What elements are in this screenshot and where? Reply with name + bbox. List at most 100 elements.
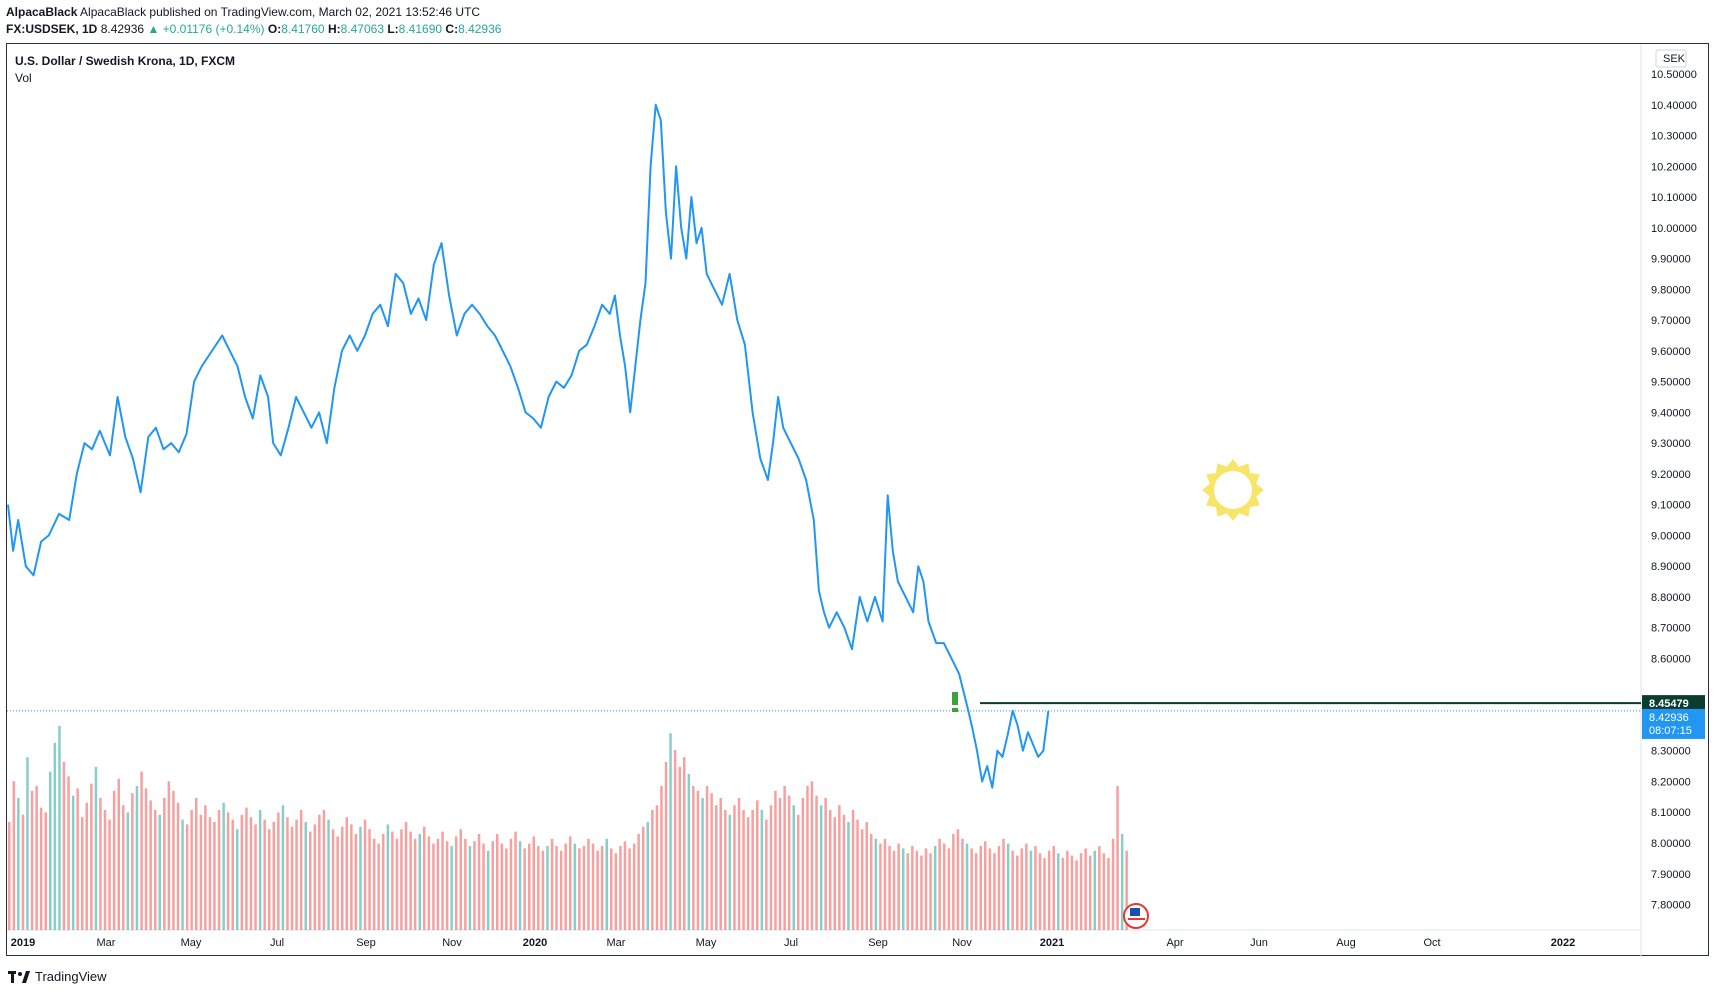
volume-bar: [455, 836, 458, 930]
currency-box: [1655, 49, 1687, 68]
volume-bar: [646, 822, 649, 930]
flag-icon-canton: [1130, 908, 1140, 916]
volume-bar: [21, 814, 25, 930]
volume-bar: [473, 841, 476, 930]
y-tick-label: 10.30000: [1651, 131, 1697, 143]
y-tick-label: 9.40000: [1651, 407, 1691, 419]
y-tick-label: 9.60000: [1651, 346, 1691, 358]
chart-frame[interactable]: [6, 43, 1709, 956]
volume-bar: [1057, 853, 1060, 930]
countdown-label: 08:07:15: [1649, 725, 1692, 737]
volume-bar: [1006, 843, 1010, 930]
horizontal-level-label-box: [1642, 695, 1705, 712]
volume-bar: [154, 810, 157, 930]
volume-bar: [386, 824, 390, 930]
volume-bar: [737, 798, 741, 930]
volume-bar: [272, 822, 275, 930]
volume-bar: [774, 790, 777, 930]
volume-bar: [117, 778, 120, 930]
close-label: C:: [445, 22, 459, 36]
volume-bar: [464, 838, 467, 930]
horizontal-level-label: 8.45479: [1649, 698, 1689, 710]
volume-bar: [185, 824, 189, 930]
volume-bar: [468, 846, 472, 930]
volume-bar: [897, 843, 900, 930]
volume-bar: [350, 824, 353, 930]
volume-bar: [245, 807, 248, 930]
volume-bar: [158, 814, 161, 930]
volume-bar: [1047, 850, 1051, 930]
volume-bar: [418, 834, 421, 930]
volume-bar: [491, 841, 494, 930]
volume-bar: [523, 848, 526, 930]
volume-bar: [94, 766, 98, 930]
volume-bar: [810, 781, 814, 930]
y-tick-label: 10.10000: [1651, 192, 1697, 204]
volume-bar: [660, 786, 663, 930]
volume-bar: [1025, 843, 1028, 930]
volume-bar: [678, 766, 681, 930]
volume-bar: [587, 838, 590, 930]
volume-bar: [733, 805, 736, 930]
volume-bar: [683, 757, 686, 930]
volume-bar: [44, 812, 47, 930]
x-tick-label: Mar: [97, 937, 116, 949]
volume-bar: [167, 781, 171, 930]
volume-bar: [1029, 850, 1033, 930]
volume-bar: [742, 810, 745, 930]
y-tick-label: 9.10000: [1651, 500, 1691, 512]
volume-bar: [819, 805, 823, 930]
x-tick-label: Oct: [1423, 937, 1440, 949]
y-tick-label: 10.20000: [1651, 161, 1697, 173]
volume-bar: [135, 786, 139, 930]
volume-bar: [1034, 846, 1037, 930]
volume-bar: [637, 834, 640, 930]
volume-bar: [623, 841, 627, 930]
volume-bar: [254, 824, 257, 930]
volume-bar: [126, 812, 130, 930]
volume-bar: [163, 798, 166, 930]
footer-brand[interactable]: TradingView: [35, 969, 107, 984]
volume-bar: [997, 846, 1001, 930]
volume-bar: [108, 819, 111, 930]
volume-bar: [304, 822, 307, 930]
volume-bar: [222, 802, 225, 930]
volume-bar: [17, 798, 20, 930]
y-tick-label: 8.90000: [1651, 561, 1691, 573]
x-tick-label: Aug: [1336, 937, 1356, 949]
volume-bar: [71, 795, 75, 930]
y-tick-label: 9.90000: [1651, 254, 1691, 266]
volume-bar: [920, 855, 923, 930]
volume-bar: [359, 826, 362, 930]
volume-bar: [199, 814, 203, 930]
volume-bar: [984, 841, 987, 930]
volume-bar: [263, 819, 266, 930]
volume-bar: [947, 848, 951, 930]
volume-bar: [372, 838, 376, 930]
volume-bar: [318, 814, 321, 930]
volume-bar: [915, 850, 919, 930]
volume-bar: [482, 843, 485, 930]
volume-bar: [596, 850, 599, 930]
y-tick-label: 7.90000: [1651, 869, 1691, 881]
y-tick-label: 9.20000: [1651, 469, 1691, 481]
volume-bar: [787, 795, 791, 930]
volume-bar: [628, 848, 631, 930]
volume-bar: [847, 822, 850, 930]
footer: TradingView: [8, 969, 107, 984]
volume-bar: [1020, 848, 1023, 930]
sun-icon: [1202, 459, 1264, 521]
volume-bar: [578, 848, 581, 930]
volume-bar: [295, 819, 298, 930]
volume-bar: [705, 786, 709, 930]
volume-bar: [49, 771, 52, 930]
volume-bar: [122, 805, 125, 930]
volume-bar: [363, 819, 367, 930]
volume-bar: [277, 812, 280, 930]
volume-bar: [99, 798, 102, 930]
volume-bar: [518, 841, 522, 930]
y-tick-label: 8.10000: [1651, 807, 1691, 819]
volume-bar: [642, 826, 645, 930]
volume-bar: [993, 853, 996, 930]
